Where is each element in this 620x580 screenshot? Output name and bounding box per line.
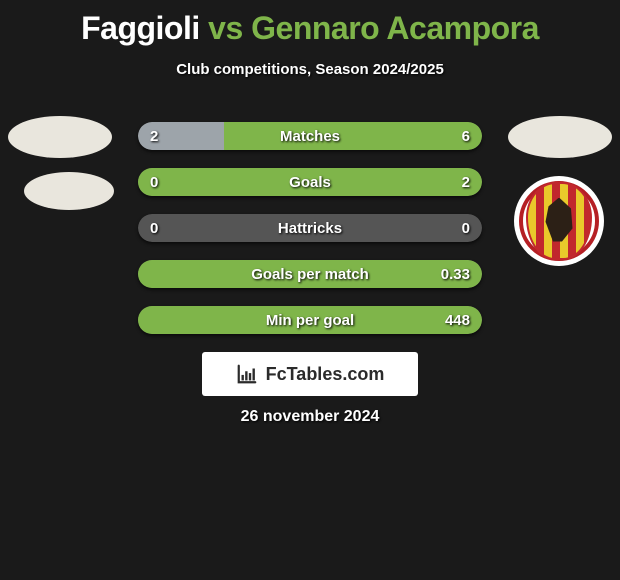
brand-box: FcTables.com — [202, 352, 418, 396]
stat-row: 2Matches6 — [138, 122, 482, 150]
stat-label: Hattricks — [138, 214, 482, 242]
player1-name: Faggioli — [81, 10, 200, 46]
stat-row: 0Hattricks0 — [138, 214, 482, 242]
comparison-title: Faggioli vs Gennaro Acampora — [0, 0, 620, 47]
stat-row: Min per goal448 — [138, 306, 482, 334]
stat-label: Matches — [138, 122, 482, 150]
stat-value-right: 0 — [462, 214, 470, 242]
player2-badge-placeholder — [508, 116, 612, 158]
stat-value-right: 0.33 — [441, 260, 470, 288]
brand-text: FcTables.com — [266, 364, 385, 385]
vs-text: vs — [208, 10, 243, 46]
player1-badge-placeholder — [8, 116, 112, 158]
stat-label: Goals — [138, 168, 482, 196]
date-text: 26 november 2024 — [0, 408, 620, 426]
stat-value-right: 6 — [462, 122, 470, 150]
player2-name: Gennaro Acampora — [251, 10, 539, 46]
stat-value-right: 2 — [462, 168, 470, 196]
subtitle: Club competitions, Season 2024/2025 — [0, 61, 620, 78]
stat-label: Goals per match — [138, 260, 482, 288]
player2-club-badge — [514, 176, 604, 266]
stat-label: Min per goal — [138, 306, 482, 334]
stats-rows: 2Matches60Goals20Hattricks0Goals per mat… — [138, 122, 482, 352]
stat-value-right: 448 — [445, 306, 470, 334]
stat-row: Goals per match0.33 — [138, 260, 482, 288]
player1-club-placeholder — [24, 172, 114, 210]
club-badge-shield — [526, 182, 592, 260]
chart-icon — [236, 363, 258, 385]
stat-row: 0Goals2 — [138, 168, 482, 196]
